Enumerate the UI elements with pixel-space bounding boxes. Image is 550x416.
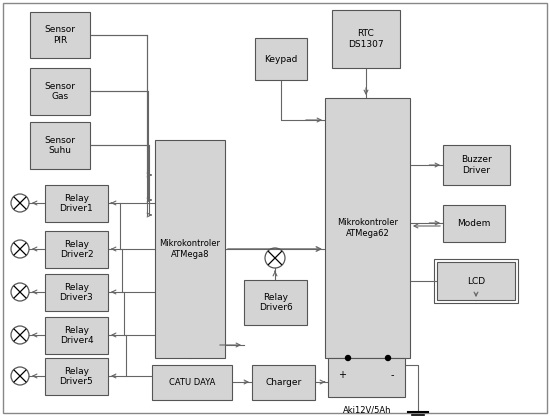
Bar [434,259,518,303]
Bar [252,365,315,400]
Text: Relay
Driver2: Relay Driver2 [60,240,94,259]
Text: Sensor
Suhu: Sensor Suhu [45,136,75,155]
Text: -: - [390,370,394,380]
Text: Aki12V/5Ah: Aki12V/5Ah [343,406,391,414]
Text: Buzzer
Driver: Buzzer Driver [461,155,492,175]
Text: Sensor
Gas: Sensor Gas [45,82,75,102]
Text: Mikrokontroler
ATMega8: Mikrokontroler ATMega8 [160,239,221,259]
Text: Mikrokontroler
ATMega62: Mikrokontroler ATMega62 [337,218,398,238]
Text: LCD: LCD [467,277,485,285]
Text: Modem: Modem [457,219,491,228]
Bar [332,10,400,68]
Circle shape [345,356,350,361]
Text: Relay
Driver3: Relay Driver3 [59,282,94,302]
Bar [443,205,505,242]
Text: Keypad: Keypad [265,54,298,64]
Bar [328,358,405,397]
Bar [45,274,108,311]
Text: Relay
Driver5: Relay Driver5 [59,366,94,386]
Bar [443,145,510,185]
Bar [152,365,232,400]
Text: Relay
Driver4: Relay Driver4 [60,326,94,345]
Bar [30,12,90,58]
Bar [30,68,90,115]
Text: Relay
Driver1: Relay Driver1 [59,193,94,213]
Text: Relay
Driver6: Relay Driver6 [258,292,293,312]
Bar [244,280,307,325]
Bar [45,231,108,268]
Text: +: + [338,370,346,380]
Text: Sensor
PIR: Sensor PIR [45,25,75,45]
Bar [437,262,515,300]
Bar [155,140,225,358]
Text: CATU DAYA: CATU DAYA [169,378,215,387]
Bar [30,122,90,169]
Bar [255,38,307,80]
Bar [45,358,108,395]
Bar [45,185,108,222]
Bar [325,98,410,358]
Circle shape [386,356,390,361]
Text: RTC
DS1307: RTC DS1307 [348,29,384,49]
Bar [45,317,108,354]
Text: Charger: Charger [265,378,301,387]
